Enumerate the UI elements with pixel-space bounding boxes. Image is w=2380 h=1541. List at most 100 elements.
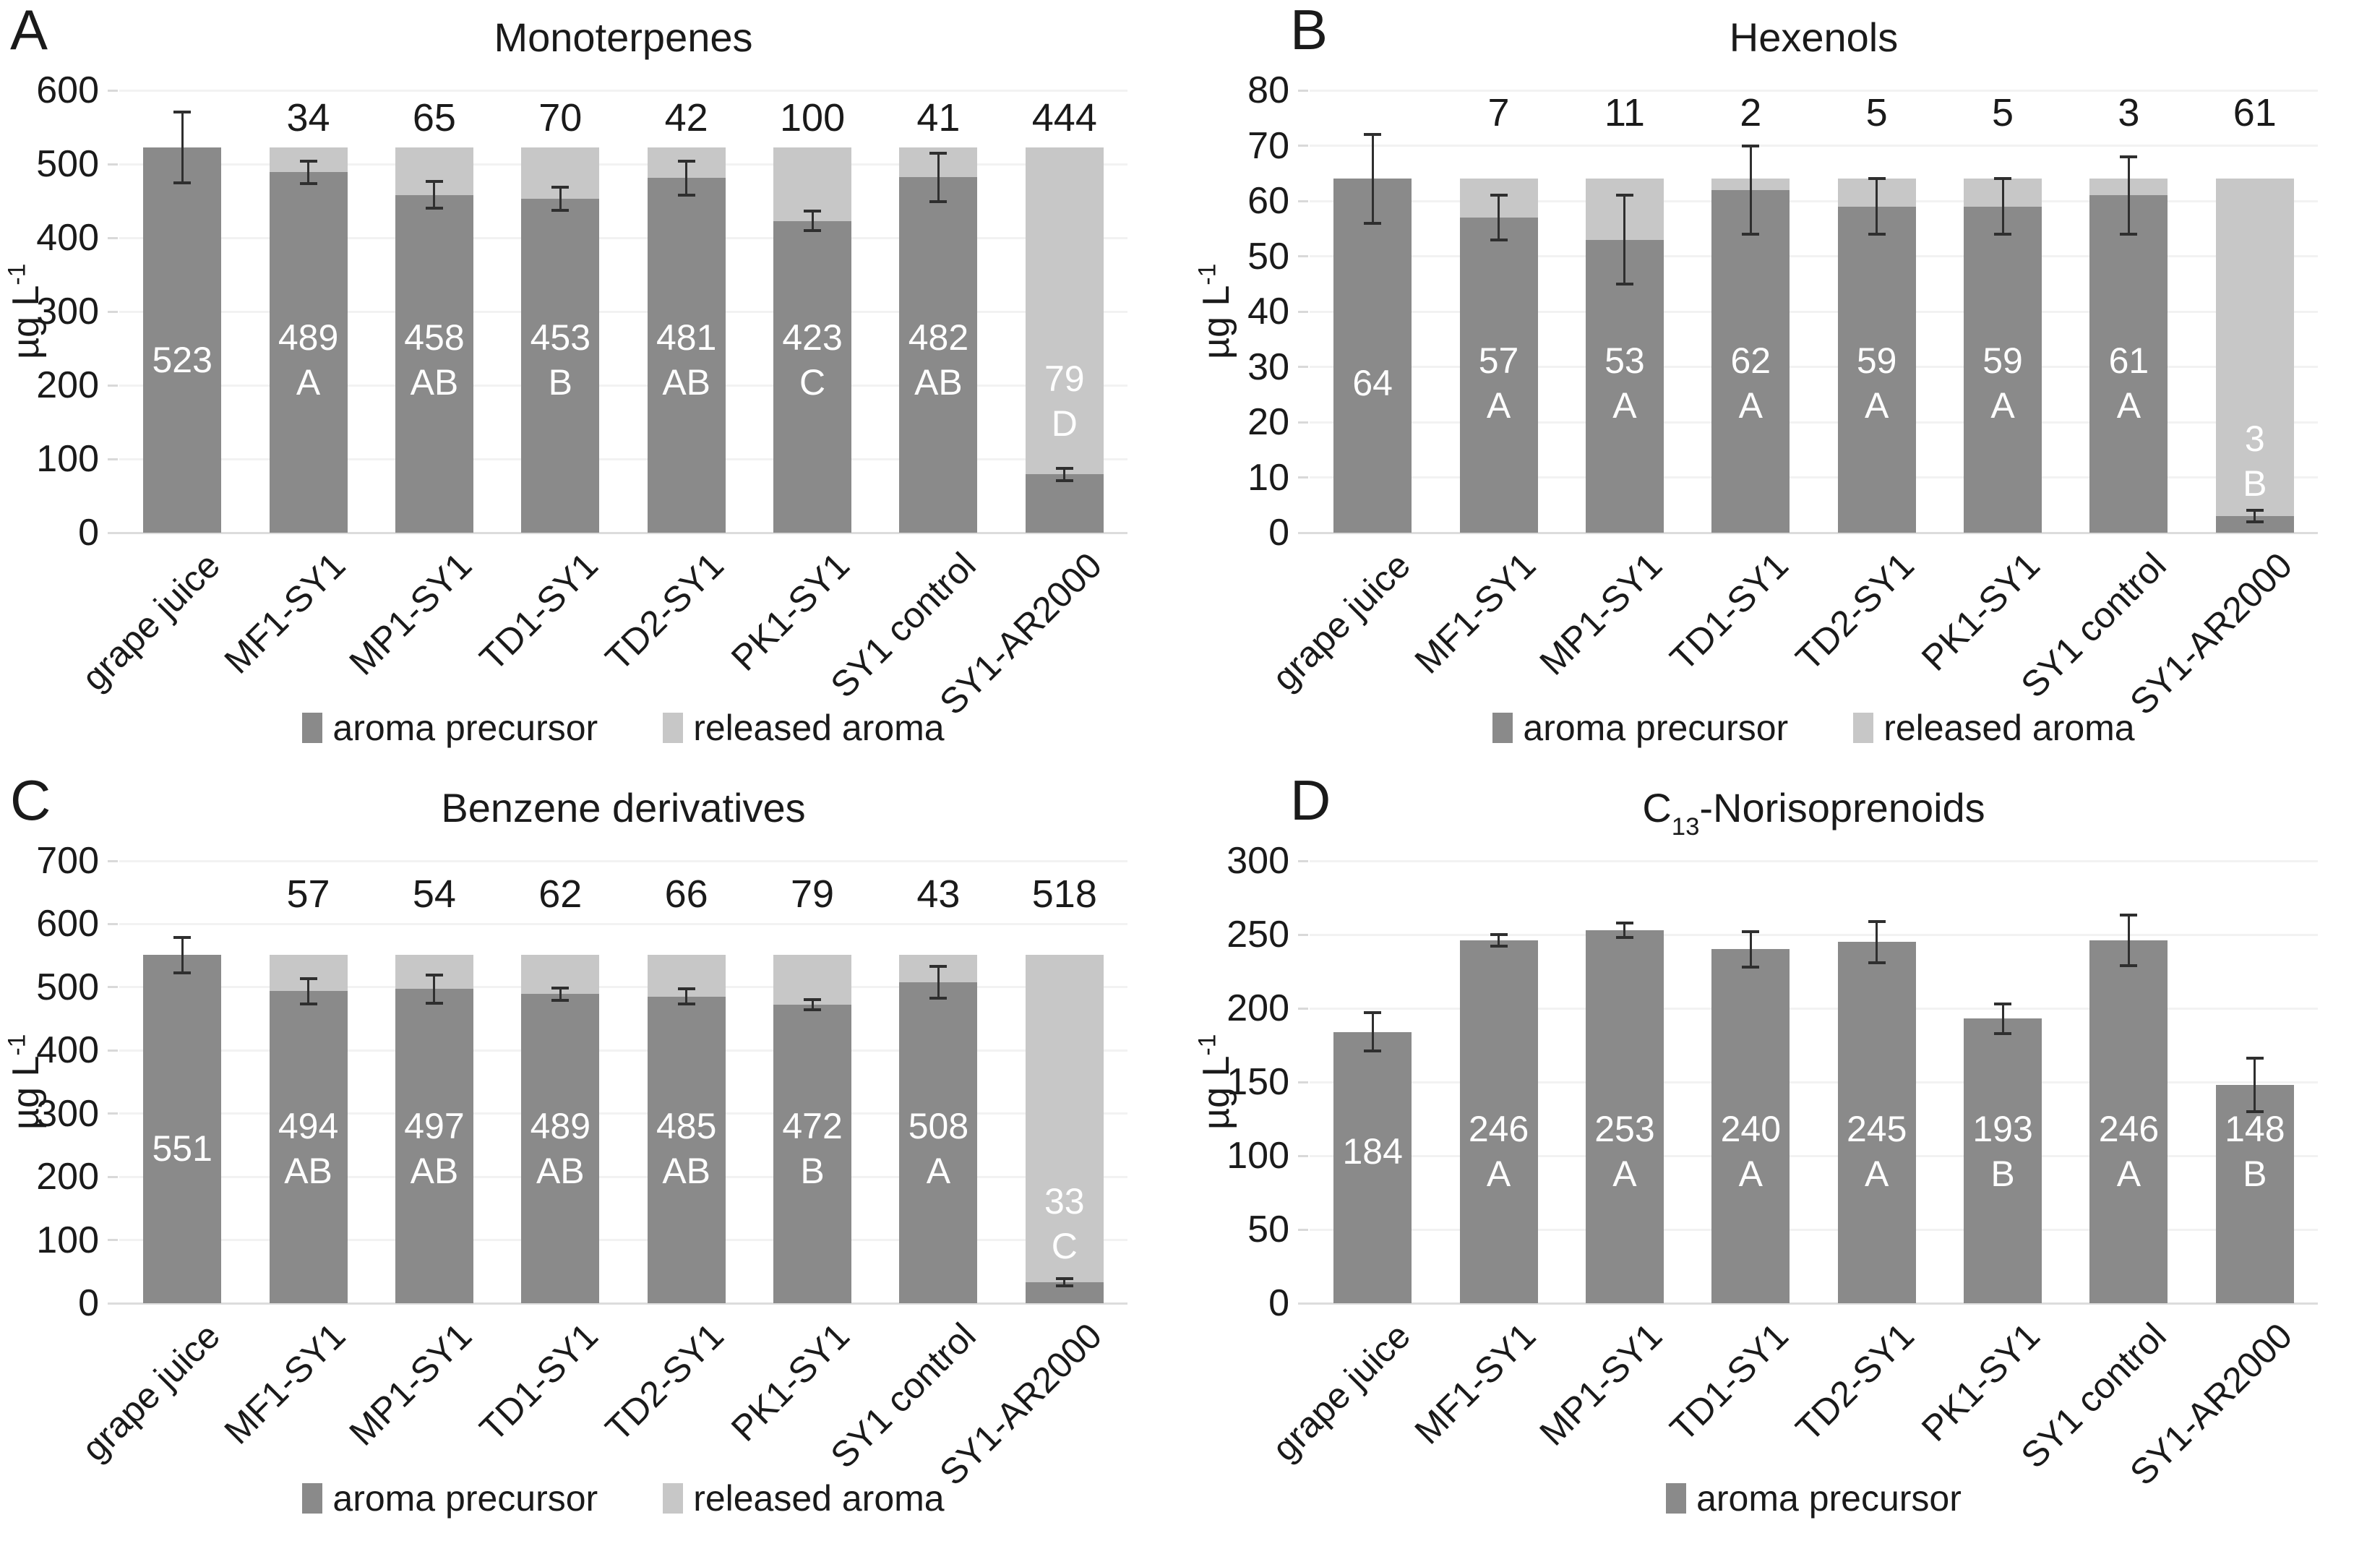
bar-aroma-precursor (1711, 189, 1790, 533)
error-bar-cap-bottom (551, 999, 570, 1003)
bar-aroma-precursor (143, 955, 222, 1303)
axis-tick (1298, 89, 1308, 92)
error-bar-cap-top (1615, 194, 1633, 197)
error-bar-cap-bottom (1490, 945, 1508, 948)
released-aroma-value: 5 (1865, 90, 1888, 134)
gridline (119, 922, 1127, 925)
bar-aroma-precursor (773, 220, 852, 533)
error-bar (1623, 922, 1626, 938)
y-tick-label: 100 (1226, 1135, 1289, 1177)
gridline (1310, 476, 2318, 478)
axis-tick (108, 458, 118, 460)
legend: aroma precursor released aroma (119, 707, 1127, 749)
bar-aroma-precursor (2215, 1085, 2294, 1303)
bar-value-label: 59 A (1982, 340, 2023, 426)
axis-tick (1298, 145, 1308, 147)
error-bar-cap-bottom (551, 209, 570, 213)
error-bar (1371, 134, 1374, 223)
released-aroma-value: 65 (412, 95, 456, 139)
bar-aroma-precursor (269, 172, 348, 533)
x-category-label: grape juice (1263, 1315, 1418, 1469)
bar-value-label: 33 C (1044, 1180, 1085, 1266)
legend-label-released: released aroma (693, 708, 945, 748)
error-bar (937, 153, 940, 202)
y-tick-label: 80 (1247, 69, 1289, 111)
error-bar-cap-top (1615, 921, 1633, 924)
error-bar-cap-top (299, 976, 317, 980)
y-tick-label: 40 (1247, 291, 1289, 332)
axis-tick (108, 89, 118, 92)
error-bar-cap-bottom (2120, 232, 2138, 236)
x-category-label: MP1-SY1 (1531, 544, 1670, 683)
error-bar-cap-bottom (2246, 520, 2264, 523)
error-bar-cap-top (551, 986, 570, 990)
bar-value-label: 253 A (1594, 1108, 1655, 1194)
legend-item-precursor: aroma precursor (1492, 707, 1788, 749)
error-bar (307, 160, 310, 184)
error-bar-cap-bottom (1994, 1031, 2012, 1035)
x-category-label: MF1-SY1 (216, 544, 353, 682)
bar-aroma-precursor (395, 989, 473, 1303)
error-bar-cap-top (1994, 1002, 2012, 1005)
bar-released-aroma (1025, 147, 1104, 475)
released-aroma-value: 5 (1992, 90, 2014, 134)
error-bar (685, 160, 688, 195)
axis-tick (108, 1112, 118, 1115)
bar-released-aroma (2215, 179, 2294, 517)
y-tick-label: 600 (36, 903, 99, 945)
error-bar-cap-top (1364, 1011, 1382, 1015)
error-bar (559, 186, 562, 211)
x-axis-line (1298, 531, 2318, 534)
y-tick-label: 500 (36, 966, 99, 1008)
error-bar-cap-top (804, 998, 822, 1002)
gridline (119, 1112, 1127, 1115)
x-axis-line (108, 531, 1127, 534)
axis-tick (1298, 199, 1308, 202)
axis-tick (108, 1239, 118, 1242)
bar-aroma-precursor (521, 198, 600, 533)
error-bar (1749, 931, 1752, 967)
error-bar (1623, 195, 1626, 284)
panel-benzene-derivatives: C Benzene derivatives µg L-1 0 100 200 300 400 5… (0, 770, 1190, 1541)
gridline (1310, 1154, 2318, 1157)
bar-value-label: 481 AB (656, 317, 717, 403)
x-axis-line (108, 1302, 1127, 1305)
error-bar-cap-top (1364, 133, 1382, 137)
y-tick-label: 200 (36, 1156, 99, 1198)
legend-label-precursor: aroma precursor (332, 1478, 598, 1519)
error-bar-cap-bottom (804, 228, 822, 232)
bar-aroma-precursor (1964, 1018, 2042, 1303)
error-bar-cap-top (173, 110, 192, 113)
error-bar-cap-bottom (1742, 965, 1760, 969)
legend: aroma precursor (1310, 1477, 2318, 1519)
error-bar-cap-top (929, 965, 948, 968)
bar-aroma-precursor (647, 178, 726, 533)
error-bar (2127, 915, 2130, 966)
error-bar (559, 987, 562, 1001)
bar-value-label: 246 A (1468, 1108, 1529, 1194)
legend-label-precursor: aroma precursor (332, 708, 598, 748)
legend-item-precursor: aroma precursor (302, 707, 598, 749)
y-tick-label: 0 (1268, 512, 1289, 554)
error-bar-cap-top (551, 185, 570, 189)
released-aroma-value: 62 (538, 872, 583, 917)
error-bar (1498, 195, 1500, 240)
y-tick-label: 500 (36, 143, 99, 185)
axis-tick (1298, 366, 1308, 368)
gridline (1310, 145, 2318, 147)
x-category-label: TD1-SY1 (1662, 544, 1796, 679)
released-aroma-value: 100 (780, 95, 846, 139)
gridline (119, 1239, 1127, 1242)
gridline (119, 859, 1127, 862)
y-tick-label: 60 (1247, 180, 1289, 222)
error-bar-cap-bottom (425, 1001, 443, 1005)
legend-item-released: released aroma (1853, 707, 2135, 749)
axis-tick (1298, 1081, 1308, 1083)
released-aroma-value: 66 (664, 872, 708, 917)
released-aroma-value: 11 (1604, 90, 1645, 134)
chart-title-text: Benzene derivatives (441, 785, 806, 830)
error-bar (2254, 1058, 2256, 1112)
x-category-label: grape juice (1263, 544, 1418, 699)
released-aroma-value: 41 (916, 95, 961, 139)
x-category-label: TD2-SY1 (1787, 544, 1922, 679)
